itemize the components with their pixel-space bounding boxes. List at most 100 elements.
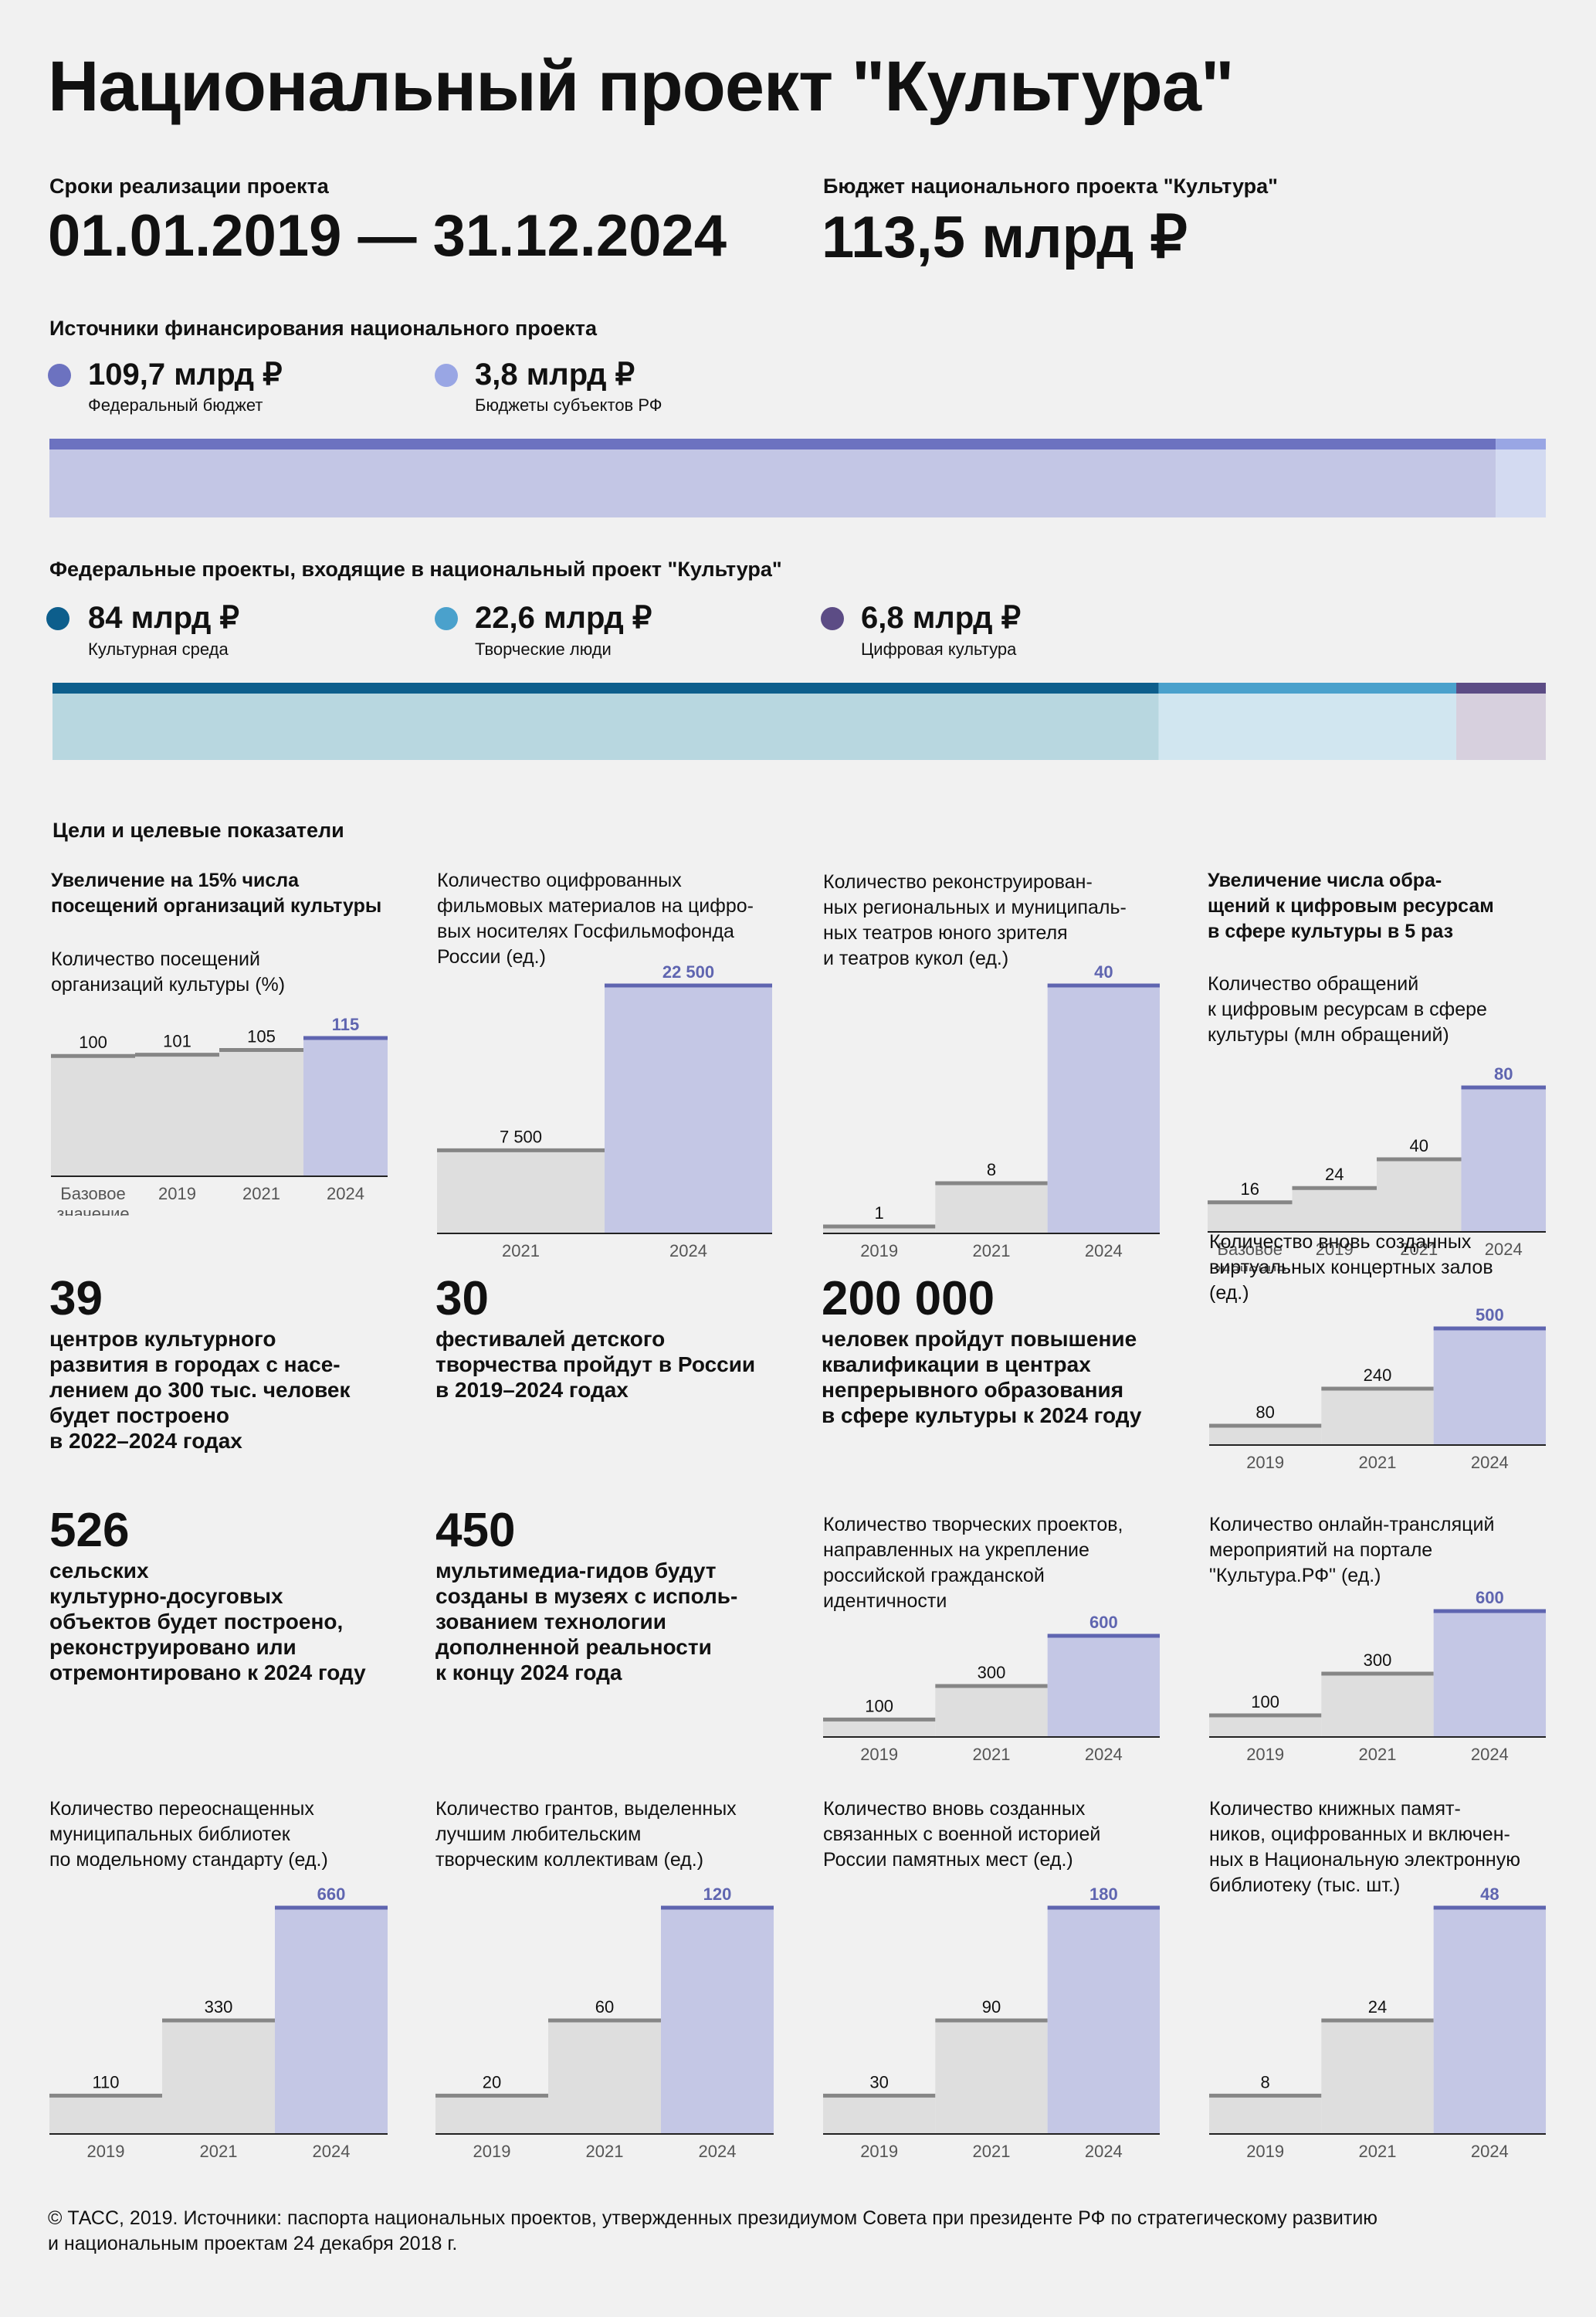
chart-title: Количество грантов, выделенных лучшим лю… (435, 1798, 737, 1871)
goals-label: Цели и целевые показатели (53, 819, 344, 842)
bar-value-label: 24 (1368, 1997, 1387, 2017)
bar (548, 2020, 661, 2133)
legend-dot-regional-budgets (435, 364, 458, 387)
chart-virtual-concert-halls: Количество вновь созданных виртуальных к… (1209, 1230, 1546, 1472)
x-tick-label: 2019 (87, 2142, 125, 2161)
bar (1047, 1636, 1160, 1736)
legend-dot-cultural-environment (46, 607, 69, 630)
chart-title: Количество вновь созданных связанных с в… (823, 1798, 1101, 1871)
x-tick-label: Базовое значение (1214, 1240, 1286, 1271)
fact-number: 39 (49, 1272, 103, 1325)
fact-training: 200 000 человек пройдут повышение квалиф… (822, 1271, 1141, 1428)
chart-visits: Количество посещений организаций культур… (51, 947, 388, 1216)
bar (219, 1050, 303, 1175)
chart-title: Количество вновь созданных виртуальных к… (1209, 1231, 1493, 1304)
bar-value-label: 100 (79, 1033, 107, 1052)
x-tick-label: 2024 (327, 1184, 364, 1203)
x-tick-label: 2024 (1471, 1745, 1509, 1764)
chart-memorial-places: Количество вновь созданных связанных с в… (823, 1796, 1160, 2161)
bar (275, 1908, 388, 2133)
bar-value-label: 660 (317, 1884, 346, 1904)
x-tick-label: 2019 (860, 1745, 898, 1764)
chart-title: Количество реконструирован- ных регионал… (823, 871, 1127, 969)
fact-number: 200 000 (822, 1272, 995, 1325)
stack-segment-top-2 (1456, 683, 1546, 694)
chart-title: Количество книжных памят- ников, оцифров… (1209, 1798, 1520, 1896)
fact-text: человек пройдут повышение квалификации в… (822, 1327, 1142, 1427)
goal-text-visits: Увеличение на 15% числа посещений органи… (51, 870, 382, 917)
chart-plot: 1 2019 8 2021 40 2024 (823, 962, 1160, 1260)
chart-plot: 7 500 2021 22 500 2024 (437, 962, 772, 1260)
fact-multimedia-guides: 450 мультимедиа-гидов будут созданы в му… (435, 1503, 737, 1685)
x-tick-label: 2024 (1085, 1241, 1123, 1260)
bar (1433, 1611, 1546, 1736)
bar (1321, 1389, 1434, 1444)
legend-name: Бюджеты субъектов РФ (475, 395, 662, 415)
period-label: Сроки реализации проекта (49, 175, 329, 198)
bar-value-label: 22 500 (662, 962, 714, 982)
fact-festivals: 30 фестивалей детского творчества пройду… (435, 1271, 755, 1403)
chart-plot: 100 2019 300 2021 600 2024 (1209, 1588, 1546, 1764)
chart-book-monuments: Количество книжных памят- ников, оцифров… (1209, 1796, 1546, 2161)
bar-value-label: 300 (1364, 1650, 1392, 1670)
stack-segment-1 (1158, 683, 1457, 760)
x-tick-label: 2019 (1246, 2142, 1284, 2161)
legend-amount: 6,8 млрд ₽ (861, 601, 1022, 635)
page-title: Национальный проект "Культура" (48, 47, 1235, 126)
bar (162, 2020, 275, 2133)
bar-value-label: 90 (982, 1997, 1001, 2017)
legend-dot-digital-culture (821, 607, 844, 630)
stack-segment-0 (49, 439, 1496, 517)
chart-creative-projects: Количество творческих проектов, направле… (823, 1512, 1160, 1764)
bar-value-label: 30 (869, 2072, 888, 2091)
goal-text-digital: Увеличение числа обра- щений к цифровым … (1208, 870, 1494, 942)
bar (1047, 985, 1160, 1233)
bar-value-label: 20 (483, 2072, 501, 2091)
bar-value-label: 8 (987, 1160, 996, 1179)
bar (1321, 2020, 1434, 2133)
budget-value: 113,5 млрд ₽ (822, 205, 1188, 270)
bar-value-label: 48 (1480, 1884, 1499, 1904)
federal-label: Федеральные проекты, входящие в национал… (49, 558, 782, 581)
legend-amount: 22,6 млрд ₽ (475, 601, 652, 635)
stack-segment-top-0 (49, 439, 1496, 449)
bar (823, 1226, 936, 1233)
legend-dot-federal-budget (48, 364, 71, 387)
bar-value-label: 600 (1089, 1613, 1118, 1632)
chart-plot: 110 2019 330 2021 660 2024 (49, 1884, 388, 2161)
bar (605, 985, 772, 1233)
bar (1433, 1328, 1546, 1444)
legend-dot-creative-people (435, 607, 458, 630)
bar (1208, 1202, 1293, 1231)
x-tick-label: 2021 (1359, 1453, 1397, 1472)
bar-value-label: 40 (1094, 962, 1113, 982)
chart-plot: 100 Базовое значение 101 2019 105 2021 115 2024 (51, 1015, 388, 1216)
bar (49, 2095, 162, 2133)
fact-text: мультимедиа-гидов будут созданы в музеях… (435, 1559, 738, 1684)
chart-plot: 8 2019 24 2021 48 2024 (1209, 1884, 1546, 2161)
bar (935, 1183, 1048, 1233)
bar (1433, 1908, 1546, 2133)
x-tick-label: 2024 (1471, 2142, 1509, 2161)
chart-title: Количество обращений к цифровым ресурсам… (1208, 973, 1487, 1046)
x-tick-label: 2019 (860, 2142, 898, 2161)
legend-amount: 109,7 млрд ₽ (88, 358, 283, 392)
x-tick-label: 2024 (1471, 1453, 1509, 1472)
bar-value-label: 101 (163, 1032, 191, 1051)
federal-bar (53, 683, 1546, 760)
bar-value-label: 8 (1261, 2072, 1270, 2091)
chart-libraries: Количество переоснащенных муниципальных … (49, 1796, 388, 2161)
bar-value-label: 1 (875, 1203, 884, 1223)
bar (1209, 2095, 1322, 2133)
chart-title: Количество онлайн-трансляций мероприятий… (1209, 1514, 1495, 1586)
x-tick-label: 2024 (1085, 2142, 1123, 2161)
chart-plot: 16 Базовое значение 24 2019 40 2021 80 2024 (1208, 1064, 1546, 1271)
bar-value-label: 80 (1494, 1064, 1513, 1084)
stack-segment-top-1 (1158, 683, 1457, 694)
bar (51, 1056, 135, 1175)
x-tick-label: 2021 (502, 1241, 540, 1260)
x-tick-label: 2021 (973, 1241, 1011, 1260)
bar (935, 2020, 1048, 2133)
chart-plot: 80 2019 240 2021 500 2024 (1209, 1305, 1546, 1472)
bar (661, 1908, 774, 2133)
